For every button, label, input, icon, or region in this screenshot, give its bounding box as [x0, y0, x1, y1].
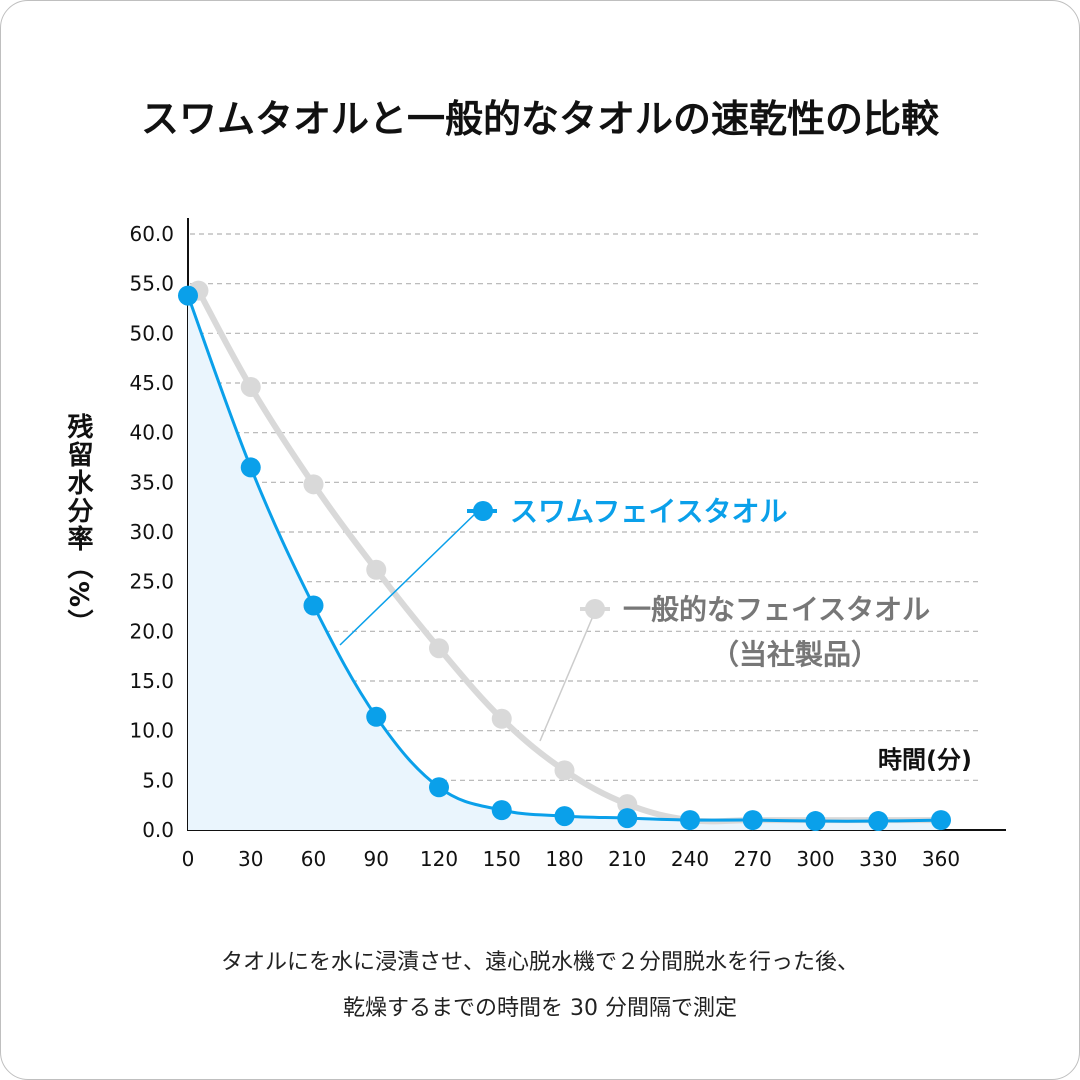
swam-series-label: スワムフェイスタオル: [510, 495, 787, 528]
x-tick-label: 270: [734, 847, 772, 871]
swam-towel-point: [429, 777, 449, 798]
swam-towel-point: [680, 810, 700, 831]
x-tick-label: 90: [364, 847, 389, 871]
chart-title: スワムタオルと一般的なタオルの速乾性の比較: [141, 97, 940, 141]
x-tick-label: 60: [301, 847, 326, 871]
y-tick-label: 0.0: [142, 818, 174, 842]
regular-legend-marker: [585, 599, 605, 619]
swam-area-fill: [188, 295, 941, 830]
swam-towel-point: [491, 800, 512, 821]
swam-towel-point: [868, 811, 889, 832]
swam-towel-point: [554, 806, 575, 827]
y-tick-label: 50.0: [129, 321, 174, 345]
y-tick-label: 60.0: [129, 222, 174, 246]
x-tick-label: 180: [545, 847, 583, 871]
swam-towel-point: [617, 808, 638, 829]
y-axis-title: 残留水分率（%）: [63, 413, 93, 637]
x-tick-label: 210: [608, 847, 646, 871]
x-tick-label: 240: [671, 847, 709, 871]
y-tick-label: 30.0: [129, 520, 174, 544]
regular-towel-point: [554, 760, 575, 781]
swam-legend-marker: [473, 501, 493, 521]
swam-towel-point: [303, 595, 324, 616]
y-tick-label: 35.0: [129, 470, 174, 494]
y-tick-label: 45.0: [129, 371, 174, 395]
swam-towel-point: [805, 811, 826, 832]
caption-line-1: タオルにを水に浸漬させ、遠心脱水機で２分間脱水を行った後、: [220, 950, 859, 975]
swam-callout-leader: [339, 510, 479, 646]
x-tick-label: 0: [182, 847, 195, 871]
y-tick-label: 20.0: [129, 619, 174, 643]
regular-series-label: 一般的なフェイスタオル: [623, 593, 930, 626]
regular-towel-point: [429, 638, 449, 659]
y-tick-label: 40.0: [129, 421, 174, 445]
regular-towel-point: [617, 794, 638, 815]
swam-towel-point: [742, 810, 763, 831]
x-tick-label: 150: [483, 847, 521, 871]
swam-towel-point: [178, 285, 198, 306]
swam-towel-point: [366, 706, 387, 727]
regular-callout-leader: [539, 608, 597, 742]
regular-towel-point: [240, 376, 261, 397]
caption-line-2: 乾燥するまでの時間を 30 分間隔で測定: [343, 996, 737, 1021]
regular-towel-point: [303, 474, 324, 495]
swam-towel-point: [240, 457, 261, 478]
x-tick-label: 120: [420, 847, 458, 871]
x-axis-title: 時間(分): [878, 746, 972, 774]
y-tick-label: 10.0: [129, 719, 174, 743]
y-tick-label: 15.0: [129, 669, 174, 693]
x-tick-label: 330: [859, 847, 897, 871]
y-tick-label: 5.0: [142, 768, 174, 792]
y-tick-label: 25.0: [129, 570, 174, 594]
x-tick-label: 30: [238, 847, 263, 871]
regular-series-sublabel: （当社製品）: [711, 638, 879, 671]
grid-lines: [190, 233, 982, 781]
x-tick-labels: 0 30 60 90 120 150 180 210 240 270 300 330 360: [182, 847, 960, 871]
x-tick-label: 300: [796, 847, 834, 871]
swam-towel-point: [931, 810, 951, 831]
x-tick-label: 360: [922, 847, 960, 871]
swam-towel-points: [178, 285, 951, 832]
y-tick-label: 55.0: [129, 272, 174, 296]
regular-towel-point: [366, 559, 387, 580]
regular-towel-point: [491, 708, 512, 729]
y-tick-labels: 0.0 5.0 10.0 15.0 20.0 25.0 30.0 35.0 40.0 45.0 50…: [129, 222, 174, 842]
